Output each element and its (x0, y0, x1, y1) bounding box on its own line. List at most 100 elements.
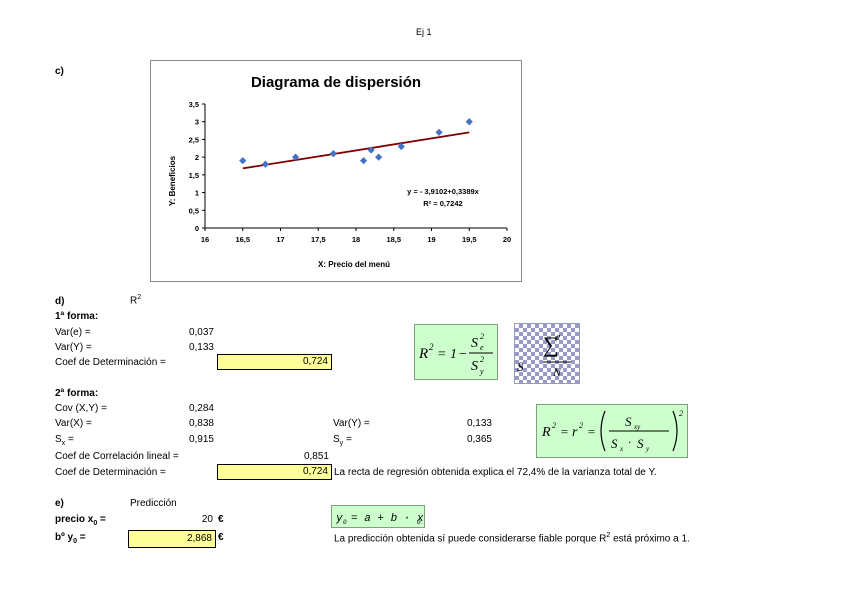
section-c-label: c) (55, 66, 64, 77)
bf-label: bº y0 = (55, 532, 86, 545)
svg-text:S: S (517, 359, 524, 374)
data-point (359, 157, 368, 165)
svg-text:=: = (560, 424, 569, 439)
cov-value: 0,284 (188, 403, 214, 414)
svg-text:·: · (628, 435, 631, 449)
svg-text:2: 2 (579, 421, 583, 430)
bf-currency: € (218, 532, 224, 543)
r2-heading: R2 (130, 294, 141, 306)
svg-text:r: r (572, 425, 578, 440)
interpretation-text: La recta de regresión obtenida explica e… (334, 467, 657, 478)
svg-text:y: y (335, 513, 343, 525)
coef-det-value-1: 0,724 (217, 354, 332, 370)
svg-text:2: 2 (480, 355, 484, 364)
var-e-label: Var(e) = (55, 327, 91, 338)
plot-points (239, 118, 473, 168)
bf-eq: = (77, 532, 86, 543)
data-point (435, 128, 443, 136)
x-tick-label: 19 (427, 235, 435, 244)
conclusion-post: está próximo a 1. (610, 533, 690, 545)
x-tick-label: 17,5 (311, 235, 326, 244)
svg-text:S: S (471, 359, 478, 374)
svg-text:x: x (619, 445, 624, 453)
y-tick-label: 1 (195, 189, 199, 198)
precio-label: precio x0 = (55, 514, 106, 527)
y-tick-label: 3,5 (189, 100, 199, 109)
conclusion-sup: 2 (606, 532, 611, 539)
scatter-chart: Diagrama de dispersión 16 16,5 17 17,5 18 18,… (150, 60, 522, 282)
precio-currency: € (218, 514, 224, 525)
data-point (465, 118, 473, 126)
sy-eq: = (343, 434, 352, 445)
x-tick-label: 18 (352, 235, 360, 244)
data-point (375, 153, 383, 161)
svg-text:S: S (611, 436, 618, 451)
svg-text:= a + b · x: = a + b · x (351, 513, 424, 525)
svg-text:y: y (479, 367, 484, 376)
sx-s: S (55, 434, 62, 445)
svg-text:−: − (458, 347, 467, 362)
sy-s: S (333, 434, 340, 445)
x-tick-label: 20 (503, 235, 511, 244)
y-tick-label: 3 (195, 118, 199, 127)
chart-title: Diagrama de dispersión (251, 74, 421, 91)
y-tick-label: 0 (195, 224, 199, 233)
sx-sub: x (61, 440, 66, 447)
plot-trendline (242, 131, 470, 170)
r2-heading-r: R (130, 295, 138, 307)
bf-text: bº y (55, 532, 74, 543)
svg-text:e: e (556, 332, 561, 343)
coef-det-value-2: 0,724 (217, 464, 332, 480)
var-e-value: 0,037 (188, 327, 214, 338)
coef-det-label-1: Coef de Determinación = (55, 357, 166, 368)
var-y-value-2: 0,133 (466, 418, 492, 429)
svg-text:xy: xy (633, 423, 641, 431)
svg-text:2: 2 (480, 332, 484, 341)
precio-eq: = (97, 514, 106, 525)
var-x-value: 0,838 (188, 418, 214, 429)
x-axis-label: X: Precio del menú (318, 260, 390, 269)
section-e-label: e) (55, 498, 64, 509)
svg-text:2: 2 (679, 409, 683, 418)
sx-eq: = (65, 434, 74, 445)
y-tick-label: 2,5 (189, 135, 199, 144)
y-tick-label: 1,5 (189, 171, 199, 180)
svg-text:2: 2 (429, 342, 434, 352)
conclusion-pre: La predicción obtenida sí puede consider… (334, 533, 607, 545)
sx-value: 0,915 (188, 434, 214, 445)
svg-text:S: S (471, 336, 478, 351)
data-point (261, 160, 269, 168)
var-y-label-2: Var(Y) = (333, 418, 370, 429)
x-tick-label: 19,5 (462, 235, 477, 244)
svg-text:R: R (541, 425, 551, 440)
y-tick-label: 2 (195, 153, 199, 162)
data-point (397, 142, 405, 151)
data-point (329, 150, 337, 158)
svg-text:y: y (645, 445, 650, 453)
plot-axes (204, 104, 507, 229)
chart-svg: Diagrama de dispersión 16 16,5 17 17,5 18 18,… (168, 74, 512, 269)
x-tick-label: 18,5 (386, 235, 401, 244)
corr-label: Coef de Correlación lineal = (55, 451, 179, 462)
bf-sub: 0 (73, 538, 78, 545)
formula-r2-variance: R 2 = 1 − S 2 e S 2 y (414, 324, 498, 380)
svg-text:e: e (480, 343, 484, 352)
svg-text:∑: ∑ (543, 332, 559, 357)
var-y-value-1: 0,133 (188, 342, 214, 353)
y-axis-label: Y: Beneficios (168, 155, 177, 206)
plot-ticks: 16 16,5 17 17,5 18 18,5 19 19,5 20 0 0,5 1 1,5 2 2,5 3 3… (189, 100, 512, 244)
sy-sub: y (339, 440, 344, 447)
formula-prediction: y 0 = a + b · x 0 (331, 505, 425, 528)
sigma-formula-image: ∑ e S N (514, 323, 580, 384)
sigma-formula-svg: ∑ e S N (517, 332, 571, 379)
data-point (239, 157, 247, 165)
sy-value: 0,365 (466, 434, 492, 445)
var-x-label: Var(X) = (55, 418, 92, 429)
bf-value: 2,868 (128, 530, 216, 548)
svg-text:0: 0 (343, 519, 347, 526)
svg-text:0: 0 (417, 519, 421, 526)
formula-r2-correlation: R 2 = r 2 = S xy S x · S y 2 (536, 404, 688, 458)
page-title: Ej 1 (416, 27, 432, 37)
equation-label: y = - 3,9102+0,3389x (407, 187, 480, 196)
sy-label: Sy = (333, 434, 352, 447)
